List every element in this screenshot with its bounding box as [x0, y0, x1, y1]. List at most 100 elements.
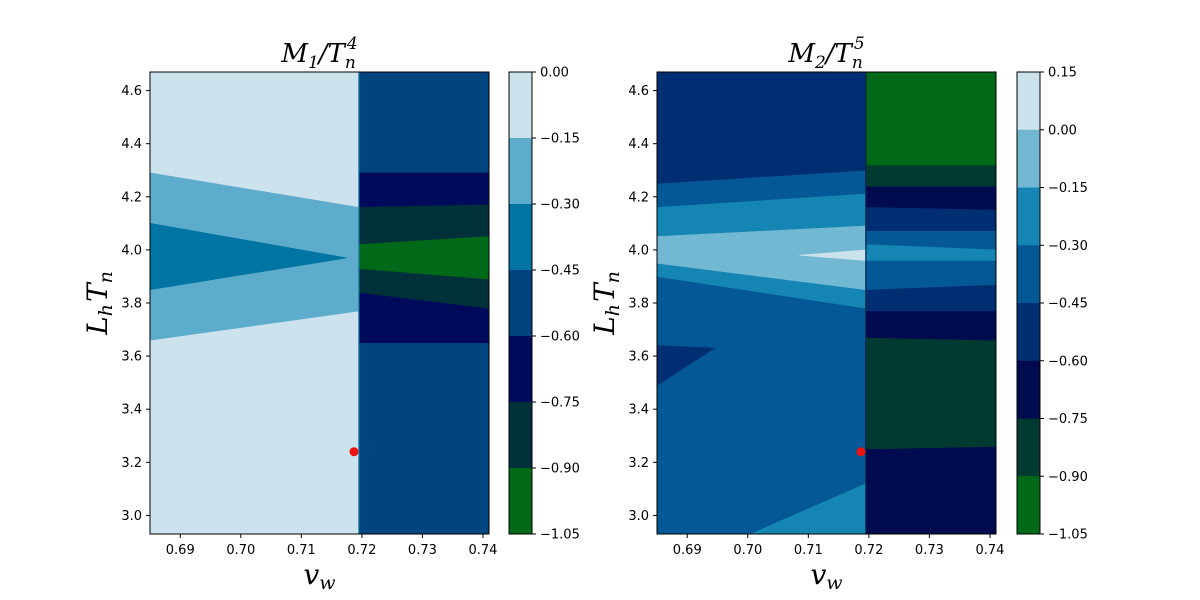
colorbar-tick-label: 0.15: [1048, 66, 1077, 81]
colorbar-tick-label: −0.30: [540, 198, 580, 213]
y-tick-label: 4.2: [121, 190, 142, 205]
colorbar-tick-label: −0.30: [1048, 239, 1088, 254]
colorbar-swatch: [509, 402, 532, 469]
y-tick-label: 3.0: [121, 509, 142, 524]
y-tick-label: 4.4: [628, 137, 649, 152]
y-tick-label: 3.0: [628, 509, 649, 524]
y-tick-label: 3.2: [628, 456, 649, 471]
marker-point: [349, 447, 359, 457]
colorbar-swatch: [1017, 187, 1040, 246]
x-tick-label: 0.71: [287, 543, 316, 558]
y-tick-label: 3.2: [121, 456, 142, 471]
x-tick-label: 0.73: [408, 543, 437, 558]
x-tick-label: 0.74: [468, 543, 497, 558]
colorbar-tick-label: −0.15: [540, 132, 580, 147]
marker-point: [856, 447, 866, 457]
title-part: n: [345, 53, 356, 73]
colorbar-tick-label: −0.90: [540, 462, 580, 477]
contour-region: [865, 164, 996, 187]
y-axis-label-part: L: [588, 316, 621, 336]
y-tick-label: 4.6: [121, 84, 142, 99]
title-part: /T: [316, 39, 347, 69]
colorbar-swatch: [509, 336, 532, 403]
y-tick-label: 3.6: [628, 350, 649, 365]
title-part: /T: [823, 39, 854, 69]
y-axis-label: LhTn: [588, 271, 624, 336]
contour-region: [865, 337, 996, 450]
x-axis-label: vw: [810, 558, 842, 594]
colorbar-tick-label: −0.75: [1048, 412, 1088, 427]
contour-region: [657, 72, 867, 534]
x-tick-label: 0.70: [226, 543, 255, 558]
x-tick-label: 0.73: [915, 543, 944, 558]
y-tick-label: 4.4: [121, 137, 142, 152]
plot-area: [150, 72, 489, 534]
colorbar-tick-label: −0.60: [540, 330, 580, 345]
title-part: M: [787, 39, 816, 69]
y-axis-label-part: L: [81, 316, 114, 336]
contour-region: [657, 345, 716, 386]
chart-title: M2/Tn5: [787, 34, 864, 73]
colorbar-tick-label: −1.05: [540, 528, 580, 543]
colorbar-swatch: [1017, 360, 1040, 419]
colorbar-swatch: [1017, 303, 1040, 362]
colorbar-swatch: [1017, 129, 1040, 188]
x-axis-label-main: v: [810, 558, 826, 591]
y-axis-label: LhTn: [81, 271, 117, 336]
y-tick-label: 3.8: [121, 297, 142, 312]
x-tick-label: 0.70: [733, 543, 762, 558]
contour-region: [865, 446, 996, 534]
x-tick-label: 0.72: [854, 543, 883, 558]
title-part: 2: [814, 53, 826, 73]
colorbar-swatch: [509, 270, 532, 337]
title-part: M: [280, 39, 309, 69]
x-axis-label-sub: w: [319, 572, 335, 594]
title-part: n: [852, 53, 863, 73]
x-axis-label: vw: [303, 558, 335, 594]
colorbar-tick-label: −0.15: [1048, 181, 1088, 196]
colorbar-tick-label: −0.75: [540, 396, 580, 411]
contour-region: [865, 72, 996, 166]
colorbar-swatch: [1017, 245, 1040, 304]
y-axis-label-part: n: [602, 271, 624, 283]
y-axis-label-part: n: [95, 271, 117, 283]
colorbar-swatch: [509, 204, 532, 271]
y-axis-label-part: T: [81, 281, 114, 302]
title-part: 1: [308, 53, 319, 73]
x-tick-label: 0.69: [673, 543, 702, 558]
title-part: 5: [854, 34, 865, 54]
left-panel: 0.69 0.70 0.71 0.72 0.73 0.74 3.0 3.2 3.4 3.6 3.8 4…: [81, 34, 580, 594]
y-axis-label-part: h: [95, 304, 117, 316]
colorbar-swatch: [1017, 72, 1040, 131]
title-part: 4: [346, 34, 358, 54]
colorbar-frame: [508, 71, 533, 535]
y-tick-label: 4.6: [628, 84, 649, 99]
colorbar-swatch: [509, 138, 532, 205]
contour-region: [150, 222, 347, 291]
y-tick-label: 4.0: [121, 243, 142, 258]
colorbar-swatch: [509, 72, 532, 139]
colorbar-swatch: [509, 468, 532, 535]
x-tick-label: 0.69: [166, 543, 195, 558]
plot-area: [657, 72, 996, 534]
colorbar-tick-label: 0.00: [1048, 123, 1077, 138]
contour-region: [657, 72, 867, 184]
right-panel: 0.69 0.70 0.71 0.72 0.73 0.74 3.0 3.2 3.4 3.6 3.8 4…: [588, 34, 1088, 594]
colorbar-tick-label: −0.90: [1048, 470, 1088, 485]
x-tick-label: 0.71: [794, 543, 823, 558]
y-tick-label: 4.2: [628, 190, 649, 205]
colorbar-swatch: [1017, 418, 1040, 477]
x-tick-label: 0.72: [347, 543, 376, 558]
colorbar-tick-label: −0.60: [1048, 354, 1088, 369]
x-axis-label-main: v: [303, 558, 319, 591]
x-axis-label-sub: w: [826, 572, 842, 594]
y-axis-label-part: h: [602, 304, 624, 316]
y-tick-label: 3.4: [628, 403, 649, 418]
x-tick-label: 0.74: [975, 543, 1004, 558]
y-tick-label: 3.6: [121, 350, 142, 365]
chart-title: M1/Tn4: [280, 34, 357, 73]
colorbar-tick-label: −0.45: [1048, 297, 1088, 312]
y-tick-label: 4.0: [628, 243, 649, 258]
y-axis-label-part: T: [588, 281, 621, 302]
